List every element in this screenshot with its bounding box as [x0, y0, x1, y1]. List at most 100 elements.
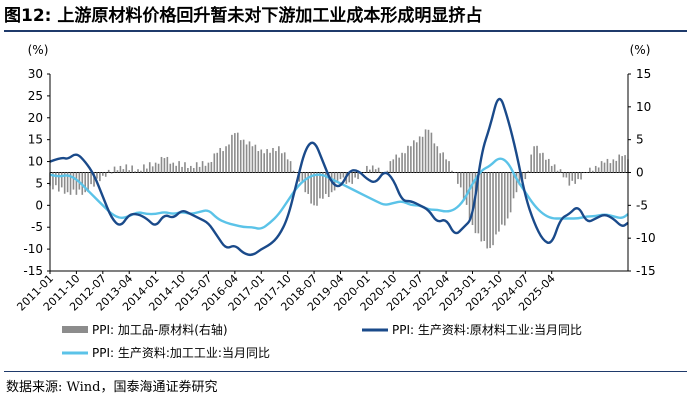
bar: [69, 172, 72, 195]
bar: [234, 133, 236, 173]
bar: [222, 151, 224, 173]
bar: [468, 172, 471, 219]
bar: [351, 172, 354, 184]
bar: [542, 152, 544, 173]
bar: [545, 159, 547, 173]
bar: [122, 169, 125, 173]
bar: [286, 159, 289, 173]
bar: [401, 152, 403, 173]
bar: [184, 162, 186, 173]
bar: [242, 139, 245, 173]
bar: [190, 165, 192, 173]
bar: [140, 170, 142, 173]
bar: [251, 146, 254, 173]
bar: [477, 172, 480, 234]
bar: [216, 152, 219, 173]
bar: [239, 140, 242, 173]
bar: [248, 141, 251, 173]
bar: [96, 172, 98, 179]
bar: [480, 172, 483, 242]
bar: [524, 172, 527, 180]
bar: [316, 172, 318, 206]
bar: [565, 172, 568, 178]
bar: [322, 172, 324, 199]
left-tick-label: 20: [28, 111, 43, 125]
bar: [371, 165, 374, 173]
left-tick-label: 15: [28, 133, 43, 147]
bar: [263, 153, 265, 173]
bar: [60, 172, 63, 188]
light-line-series: [49, 157, 629, 230]
bar: [495, 172, 497, 235]
bar: [187, 168, 189, 173]
bar: [374, 169, 377, 173]
bar: [392, 159, 395, 173]
legend: PPI: 加工品-原材料(右轴) PPI: 生产资料:原材料工业:当月同比 PPI:…: [62, 322, 582, 360]
bar: [600, 161, 603, 173]
bar: [304, 172, 307, 193]
bar: [313, 172, 315, 206]
bar: [134, 171, 136, 173]
bar: [128, 170, 131, 173]
left-tick-label: 5: [35, 176, 43, 190]
bar: [553, 164, 556, 173]
right-tick-label: 0: [636, 166, 644, 180]
source-note: 数据来源: Wind，国泰海通证券研究: [6, 380, 218, 395]
bar: [562, 172, 565, 178]
bar: [489, 172, 491, 249]
bar: [102, 172, 104, 176]
bar: [424, 129, 427, 173]
bar: [178, 161, 180, 173]
bar: [436, 146, 439, 173]
bar: [486, 172, 488, 249]
bar: [492, 172, 494, 246]
bar: [172, 162, 175, 173]
bar: [586, 172, 588, 173]
bar: [254, 144, 257, 173]
bar: [603, 162, 606, 173]
bar: [454, 172, 456, 173]
bar: [439, 153, 442, 173]
bar: [272, 147, 274, 173]
bar: [160, 156, 163, 173]
bar: [415, 142, 418, 173]
bar: [169, 163, 172, 173]
bar: [63, 172, 66, 194]
bar: [275, 151, 277, 173]
bar: [257, 151, 260, 173]
bottom-rule: [4, 371, 687, 372]
bar: [503, 172, 506, 226]
bar: [433, 143, 436, 173]
bar: [357, 172, 359, 180]
bar: [154, 162, 157, 173]
bar: [624, 155, 626, 173]
bar: [225, 146, 227, 173]
chart-area: (%) (%) 30 25 20 15 10 5 0 -5 -10 -15 15 10 5 0 -5 -10 -15…: [14, 43, 655, 360]
left-tick-label: 0: [35, 198, 43, 212]
bar: [166, 156, 169, 173]
bar: [324, 172, 327, 194]
bar: [512, 172, 515, 199]
bar: [57, 172, 60, 192]
bar: [260, 149, 263, 173]
bar: [110, 172, 113, 174]
bar: [448, 161, 450, 173]
bar: [380, 172, 383, 175]
bar: [591, 170, 594, 173]
dark-line-series: [49, 97, 629, 257]
bar: [55, 172, 57, 186]
title-rule: [4, 30, 687, 32]
bar: [231, 134, 233, 173]
bar: [389, 161, 392, 173]
bar: [442, 152, 444, 173]
bar: [236, 132, 239, 173]
legend-label-dark: PPI: 生产资料:原材料工业:当月同比: [392, 323, 582, 337]
bar: [539, 153, 541, 173]
bar: [295, 172, 298, 173]
bar: [369, 169, 371, 173]
bar: [606, 158, 609, 173]
bar: [292, 170, 295, 173]
bar: [269, 152, 271, 173]
bar: [395, 154, 398, 173]
bar: [407, 145, 409, 173]
